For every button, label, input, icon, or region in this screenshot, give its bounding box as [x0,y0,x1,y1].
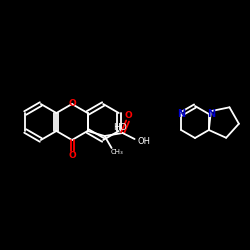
Text: OH: OH [137,136,150,145]
Text: N: N [207,109,215,119]
Text: CH₃: CH₃ [110,149,123,155]
Text: O: O [68,152,76,160]
Text: O: O [68,100,76,108]
Text: N: N [177,109,185,119]
Text: O: O [125,112,132,120]
Text: HO: HO [113,122,126,132]
